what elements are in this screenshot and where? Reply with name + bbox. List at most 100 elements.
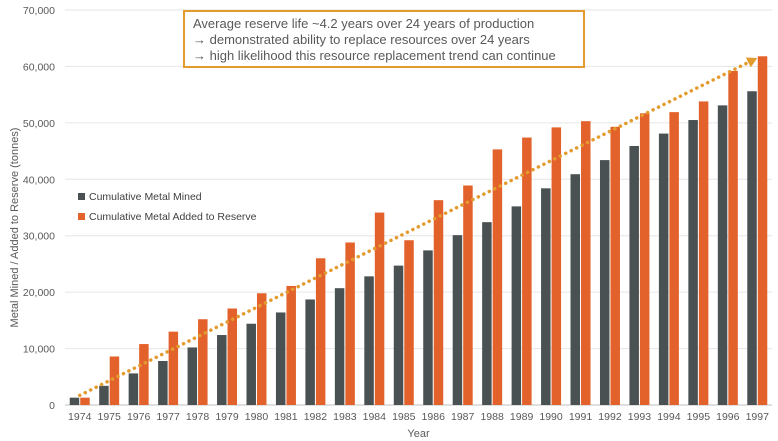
bar-reserve-1977 <box>168 331 179 405</box>
bar-mined-1987 <box>452 235 463 405</box>
bar-mined-1994 <box>658 133 669 406</box>
bar-reserve-1982 <box>315 258 326 405</box>
x-tick-label: 1992 <box>598 411 622 423</box>
bar-reserve-1992 <box>610 126 620 406</box>
bar-mined-1977 <box>158 360 168 405</box>
x-tick-label: 1978 <box>186 411 210 423</box>
bar-reserve-1997 <box>757 56 768 406</box>
x-tick-label: 1994 <box>657 411 681 423</box>
bar-reserve-1988 <box>492 149 503 405</box>
bar-mined-1980 <box>246 323 256 405</box>
x-tick-label: 1991 <box>569 411 593 423</box>
legend: Cumulative Metal Mined Cumulative Metal … <box>78 191 257 223</box>
bar-mined-1979 <box>217 335 227 405</box>
x-tick-label: 1976 <box>127 411 151 423</box>
x-tick-label: 1988 <box>480 411 504 423</box>
bar-reserve-1989 <box>522 137 532 405</box>
y-tick-label: 30,000 <box>23 231 55 243</box>
bar-mined-1981 <box>275 312 286 405</box>
x-tick-label: 1984 <box>363 411 387 423</box>
bar-mined-1997 <box>747 91 757 405</box>
annotation-line-2: → demonstrated ability to replace resour… <box>193 32 530 47</box>
bar-mined-1991 <box>570 174 581 405</box>
x-tick-label: 1975 <box>98 411 122 423</box>
legend-label-mined: Cumulative Metal Mined <box>89 191 202 203</box>
annotation-line-3: → high likelihood this resource replacem… <box>193 48 556 63</box>
bar-reserve-1991 <box>581 121 591 406</box>
bar-mined-1976 <box>128 373 139 405</box>
x-tick-label: 1980 <box>245 411 269 423</box>
bar-reserve-1995 <box>698 101 709 406</box>
x-tick-label: 1995 <box>687 411 711 423</box>
x-tick-label: 1974 <box>68 411 92 423</box>
bar-reserve-1984 <box>374 212 385 405</box>
x-tick-label: 1977 <box>156 411 180 423</box>
y-tick-label: 60,000 <box>23 61 55 73</box>
x-tick-label: 1990 <box>539 411 563 423</box>
x-axis-ticks: 1974 1975 1976 1977 1978 1979 1980 1981 1982 1983… <box>68 411 769 423</box>
bar-mined-1989 <box>511 206 522 405</box>
bar-reserve-1976 <box>139 344 149 405</box>
legend-swatch-mined <box>78 193 85 200</box>
bar-mined-1986 <box>423 250 433 405</box>
bar-mined-1984 <box>364 276 374 405</box>
bar-mined-1974 <box>69 397 80 405</box>
bar-reserve-1994 <box>669 112 679 405</box>
bar-reserve-1979 <box>227 308 238 405</box>
gridlines <box>65 9 772 406</box>
x-tick-label: 1983 <box>333 411 357 423</box>
y-axis-title: Metal Mined / Added to Reserve (tonnes) <box>9 128 21 328</box>
y-tick-label: 20,000 <box>23 287 55 299</box>
bar-mined-1978 <box>187 347 198 405</box>
x-tick-label: 1982 <box>304 411 328 423</box>
y-tick-label: 0 <box>49 400 55 412</box>
bar-mined-1975 <box>99 385 109 405</box>
bar-mined-1992 <box>599 160 610 405</box>
x-tick-label: 1979 <box>215 411 239 423</box>
bar-reserve-1974 <box>80 397 90 405</box>
y-tick-label: 50,000 <box>23 118 55 130</box>
bar-reserve-1983 <box>345 242 355 405</box>
bar-reserve-1981 <box>286 285 296 405</box>
y-tick-label: 40,000 <box>23 174 55 186</box>
annotation-box: Average reserve life ~4.2 years over 24 … <box>183 10 585 68</box>
x-tick-label: 1981 <box>274 411 298 423</box>
y-tick-label: 70,000 <box>23 5 55 17</box>
x-tick-label: 1993 <box>628 411 652 423</box>
bar-mined-1996 <box>717 105 728 405</box>
bar-reserve-1993 <box>639 113 650 405</box>
x-tick-label: 1996 <box>716 411 740 423</box>
bar-mined-1993 <box>629 145 639 405</box>
bar-mined-1988 <box>482 222 492 405</box>
bar-mined-1985 <box>393 265 404 405</box>
trendline-group <box>77 57 758 398</box>
bar-reserve-1990 <box>551 127 562 405</box>
x-axis-title: Year <box>407 428 430 440</box>
bar-reserve-1996 <box>728 70 738 405</box>
bar-reserve-1975 <box>109 356 120 405</box>
x-tick-label: 1989 <box>510 411 534 423</box>
y-tick-label: 10,000 <box>23 344 55 356</box>
legend-swatch-reserve <box>78 213 85 220</box>
bar-mined-1983 <box>334 288 345 405</box>
bar-mined-1995 <box>688 120 698 406</box>
bar-reserve-1986 <box>433 200 444 405</box>
bar-reserve-1980 <box>256 293 267 405</box>
x-tick-label: 1997 <box>746 411 770 423</box>
y-axis-ticks: 0 10,000 20,000 30,000 40,000 50,000 60,000 70,… <box>23 5 55 412</box>
bar-reserve-1985 <box>404 240 414 405</box>
annotation-line-1: Average reserve life ~4.2 years over 24 … <box>193 16 535 31</box>
trendline <box>77 60 751 398</box>
bars <box>69 56 768 406</box>
bar-reserve-1987 <box>463 185 473 405</box>
x-tick-label: 1987 <box>451 411 475 423</box>
bar-mined-1990 <box>541 188 551 405</box>
legend-label-reserve: Cumulative Metal Added to Reserve <box>89 211 257 223</box>
x-tick-label: 1986 <box>422 411 446 423</box>
x-tick-label: 1985 <box>392 411 416 423</box>
trendline-arrowhead <box>745 57 758 68</box>
bar-mined-1982 <box>305 299 315 405</box>
bar-reserve-1978 <box>198 319 208 405</box>
